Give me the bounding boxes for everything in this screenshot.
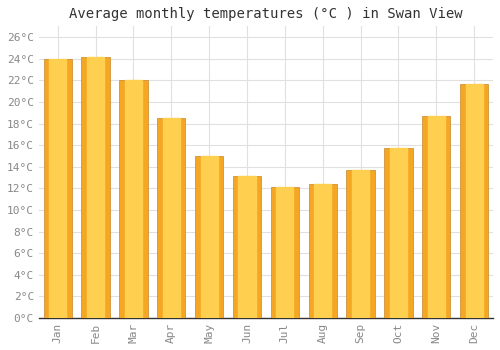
Bar	[233, 176, 261, 318]
Title: Average monthly temperatures (°C ) in Swan View: Average monthly temperatures (°C ) in Sw…	[69, 7, 462, 21]
Bar	[82, 56, 110, 318]
Bar	[87, 56, 104, 318]
Bar	[428, 116, 445, 318]
Bar	[163, 118, 180, 318]
Bar	[195, 156, 224, 318]
Bar	[390, 148, 407, 318]
Bar	[460, 84, 488, 318]
Bar	[238, 176, 256, 318]
Bar	[308, 184, 337, 318]
Bar	[44, 59, 72, 318]
Bar	[49, 59, 66, 318]
Bar	[276, 187, 293, 318]
Bar	[157, 118, 186, 318]
Bar	[422, 116, 450, 318]
Bar	[352, 170, 369, 318]
Bar	[466, 84, 482, 318]
Bar	[200, 156, 218, 318]
Bar	[314, 184, 331, 318]
Bar	[346, 170, 375, 318]
Bar	[119, 80, 148, 318]
Bar	[125, 80, 142, 318]
Bar	[384, 148, 412, 318]
Bar	[270, 187, 299, 318]
